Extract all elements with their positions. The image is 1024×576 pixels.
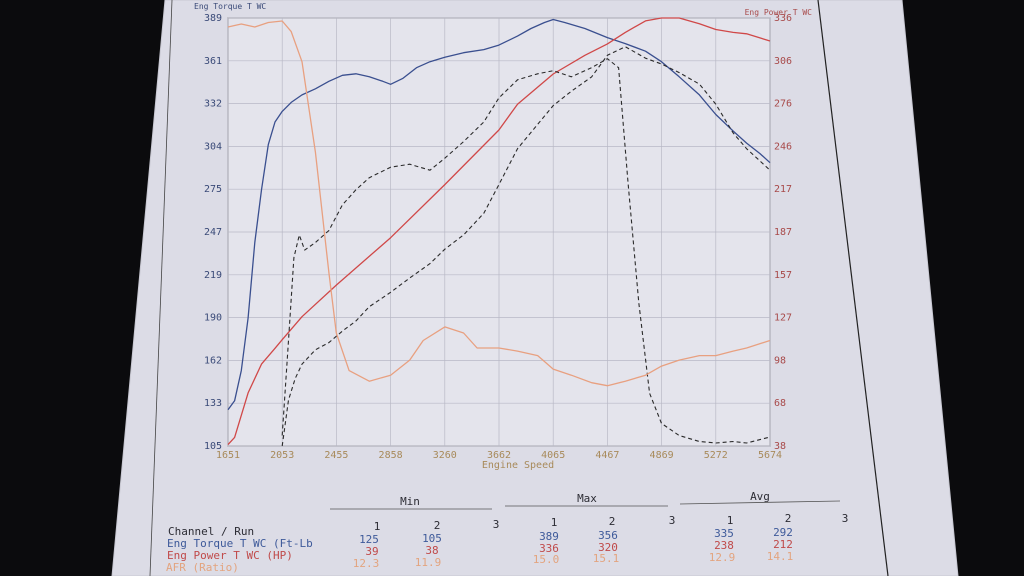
run-number: 1 [727, 514, 734, 527]
cell-torque-min-1: 125 [359, 533, 379, 546]
run-number: 1 [374, 520, 381, 533]
left-border-line [149, 0, 173, 576]
right-tick-label: 306 [774, 56, 792, 67]
cell-afr-avg-2: 14.1 [767, 550, 794, 563]
x-tick-label: 1651 [216, 450, 240, 461]
right-axis-title: Eng Power T WC [745, 8, 813, 17]
cell-afr-min-1: 12.3 [353, 557, 380, 570]
right-tick-label: 38 [774, 441, 786, 452]
left-tick-label: 361 [204, 56, 222, 67]
group-label-min: Min [400, 495, 420, 508]
right-tick-label: 98 [774, 355, 786, 366]
right-tick-label: 127 [774, 313, 792, 324]
cell-afr-min-2: 11.9 [415, 556, 442, 569]
x-tick-label: 2455 [324, 450, 348, 461]
left-tick-label: 275 [204, 184, 222, 195]
grid [227, 17, 771, 447]
cell-afr-max-1: 15.0 [533, 553, 560, 566]
right-tick-label: 276 [774, 99, 792, 110]
right-tick-label: 187 [774, 227, 792, 238]
group-underline-avg [679, 500, 841, 505]
left-tick-label: 219 [204, 270, 222, 281]
table-header-label: Channel / Run [168, 525, 254, 538]
summary-table: Min Max Avg Channel / Run 1 2 3 1 2 3 1 … [166, 490, 848, 574]
left-tick-label: 389 [204, 13, 222, 24]
run-number: 3 [669, 514, 676, 527]
x-tick-label: 3662 [487, 450, 511, 461]
group-label-max: Max [577, 492, 597, 505]
series-line-3 [281, 58, 771, 444]
cell-torque-max-2: 356 [598, 529, 618, 542]
right-border-line [817, 0, 889, 576]
x-tick-label: 2053 [270, 450, 294, 461]
right-tick-label: 157 [774, 270, 792, 281]
paper-edge [111, 0, 959, 576]
left-tick-label: 133 [204, 398, 222, 409]
x-tick-label: 4065 [541, 450, 565, 461]
run-number: 1 [551, 516, 558, 529]
cell-torque-avg-1: 335 [714, 527, 734, 540]
cell-power-avg-2: 212 [773, 538, 793, 551]
cell-power-max-1: 336 [539, 542, 559, 555]
run-number: 3 [493, 518, 500, 531]
x-axis-ticks: 1651 2053 2455 2858 3260 3662 4065 4467 4869 5272… [216, 450, 782, 461]
cell-torque-min-2: 105 [422, 532, 442, 545]
right-tick-label: 246 [774, 141, 792, 152]
cell-power-min-1: 39 [365, 545, 378, 558]
cell-afr-avg-1: 12.9 [709, 551, 736, 564]
right-tick-label: 68 [774, 398, 786, 409]
run-number: 2 [609, 515, 616, 528]
right-axis-ticks: 336 306 276 246 217 187 157 127 98 68 38 [774, 13, 792, 452]
row-label-torque: Eng Torque T WC (Ft-Lb [167, 537, 313, 550]
left-axis-ticks: 389 361 332 304 275 247 219 190 162 133 105 [204, 13, 222, 452]
left-tick-label: 105 [204, 441, 222, 452]
x-tick-label: 3260 [433, 450, 457, 461]
run-number: 3 [842, 512, 849, 525]
x-tick-label: 5272 [704, 450, 728, 461]
left-tick-label: 162 [204, 355, 222, 366]
series-group [227, 17, 771, 447]
run-number: 2 [785, 512, 792, 525]
left-tick-label: 332 [204, 99, 222, 110]
x-axis-title: Engine Speed [482, 460, 554, 471]
series-line-1 [227, 17, 771, 446]
row-label-power: Eng Power T WC (HP) [167, 549, 293, 562]
x-tick-label: 4467 [595, 450, 619, 461]
group-label-avg: Avg [750, 490, 770, 503]
left-tick-label: 304 [204, 141, 222, 152]
left-tick-label: 247 [204, 227, 222, 238]
series-line-4 [227, 20, 771, 387]
cell-afr-max-2: 15.1 [593, 552, 620, 565]
x-tick-label: 5674 [758, 450, 782, 461]
right-tick-label: 217 [774, 184, 792, 195]
series-line-2 [281, 46, 771, 447]
left-axis-title: Eng Torque T WC [194, 2, 266, 11]
x-tick-label: 2858 [379, 450, 403, 461]
x-tick-label: 4869 [650, 450, 674, 461]
series-line-0 [227, 18, 771, 411]
cell-power-max-2: 320 [598, 541, 618, 554]
run-number: 2 [434, 519, 441, 532]
cell-torque-max-1: 389 [539, 530, 559, 543]
left-tick-label: 190 [204, 313, 222, 324]
cell-power-min-2: 38 [425, 544, 438, 557]
row-label-afr: AFR (Ratio) [166, 561, 239, 574]
cell-power-avg-1: 238 [714, 539, 734, 552]
cell-torque-avg-2: 292 [773, 526, 793, 539]
right-tick-label: 336 [774, 13, 792, 24]
